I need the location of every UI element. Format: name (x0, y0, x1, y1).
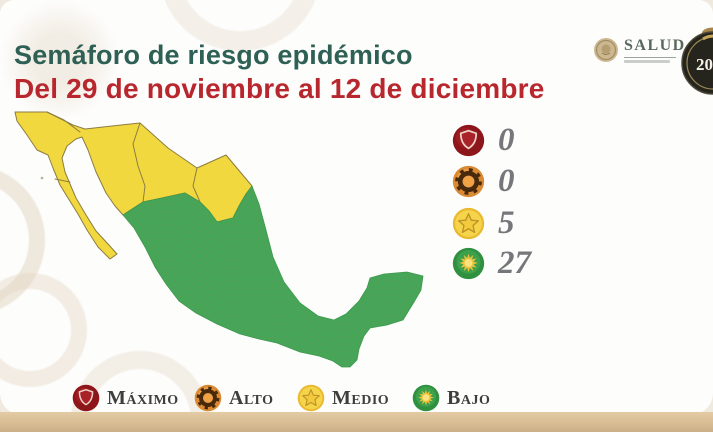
border-bc-sonora (46, 111, 81, 133)
badge-year: 2021 (696, 55, 713, 74)
stat-bajo: 27 (452, 247, 531, 280)
salud-divider (624, 57, 676, 58)
stat-maximo-count: 0 (498, 122, 515, 158)
legend-label-medio: Medio (332, 387, 390, 409)
border-chihuahua-coahuila (192, 167, 201, 203)
stat-alto-count: 0 (498, 163, 515, 199)
salud-fineprint (624, 60, 670, 63)
legend-item-maximo: Máximo (72, 384, 179, 412)
legend-item-bajo: Bajo (412, 384, 490, 412)
shield-icon (72, 384, 100, 412)
bottom-accent-strip (0, 412, 713, 432)
map-state-borders (46, 111, 201, 203)
border-bc-bcs (54, 178, 71, 183)
legend-label-bajo: Bajo (447, 387, 491, 409)
legend-label-alto: Alto (229, 387, 274, 409)
salud-wordmark: SALUD (624, 37, 686, 63)
content-card: Semáforo de riesgo epidémico Del 29 de n… (0, 0, 713, 415)
map-region-medio (14, 111, 253, 260)
salud-seal-icon (594, 38, 618, 62)
date-range: Del 29 de noviembre al 12 de diciembre (14, 73, 545, 104)
shield-icon (452, 124, 485, 157)
stat-bajo-count: 27 (498, 245, 531, 281)
legend-label-maximo: Máximo (107, 387, 179, 409)
map-region-bajo (122, 185, 424, 368)
stat-alto: 0 (452, 165, 515, 198)
stat-medio-count: 5 (498, 205, 515, 241)
mexico-map (14, 111, 424, 368)
star-icon (452, 207, 485, 240)
border-sonora-chihuahua (132, 122, 146, 203)
gear-icon (194, 384, 222, 412)
sun-icon (412, 384, 440, 412)
stat-maximo: 0 (452, 124, 515, 157)
mexico-2021-badge: 2021 (681, 27, 713, 95)
legend-item-alto: Alto (194, 384, 273, 412)
salud-logo: SALUD (593, 37, 686, 63)
map-island-dot (40, 176, 44, 180)
salud-label: SALUD (624, 37, 686, 54)
sun-icon (452, 247, 485, 280)
stat-medio: 5 (452, 207, 515, 240)
page-title: Semáforo de riesgo epidémico (14, 40, 413, 70)
star-icon (297, 384, 325, 412)
gear-icon (452, 165, 485, 198)
legend-item-medio: Medio (297, 384, 389, 412)
